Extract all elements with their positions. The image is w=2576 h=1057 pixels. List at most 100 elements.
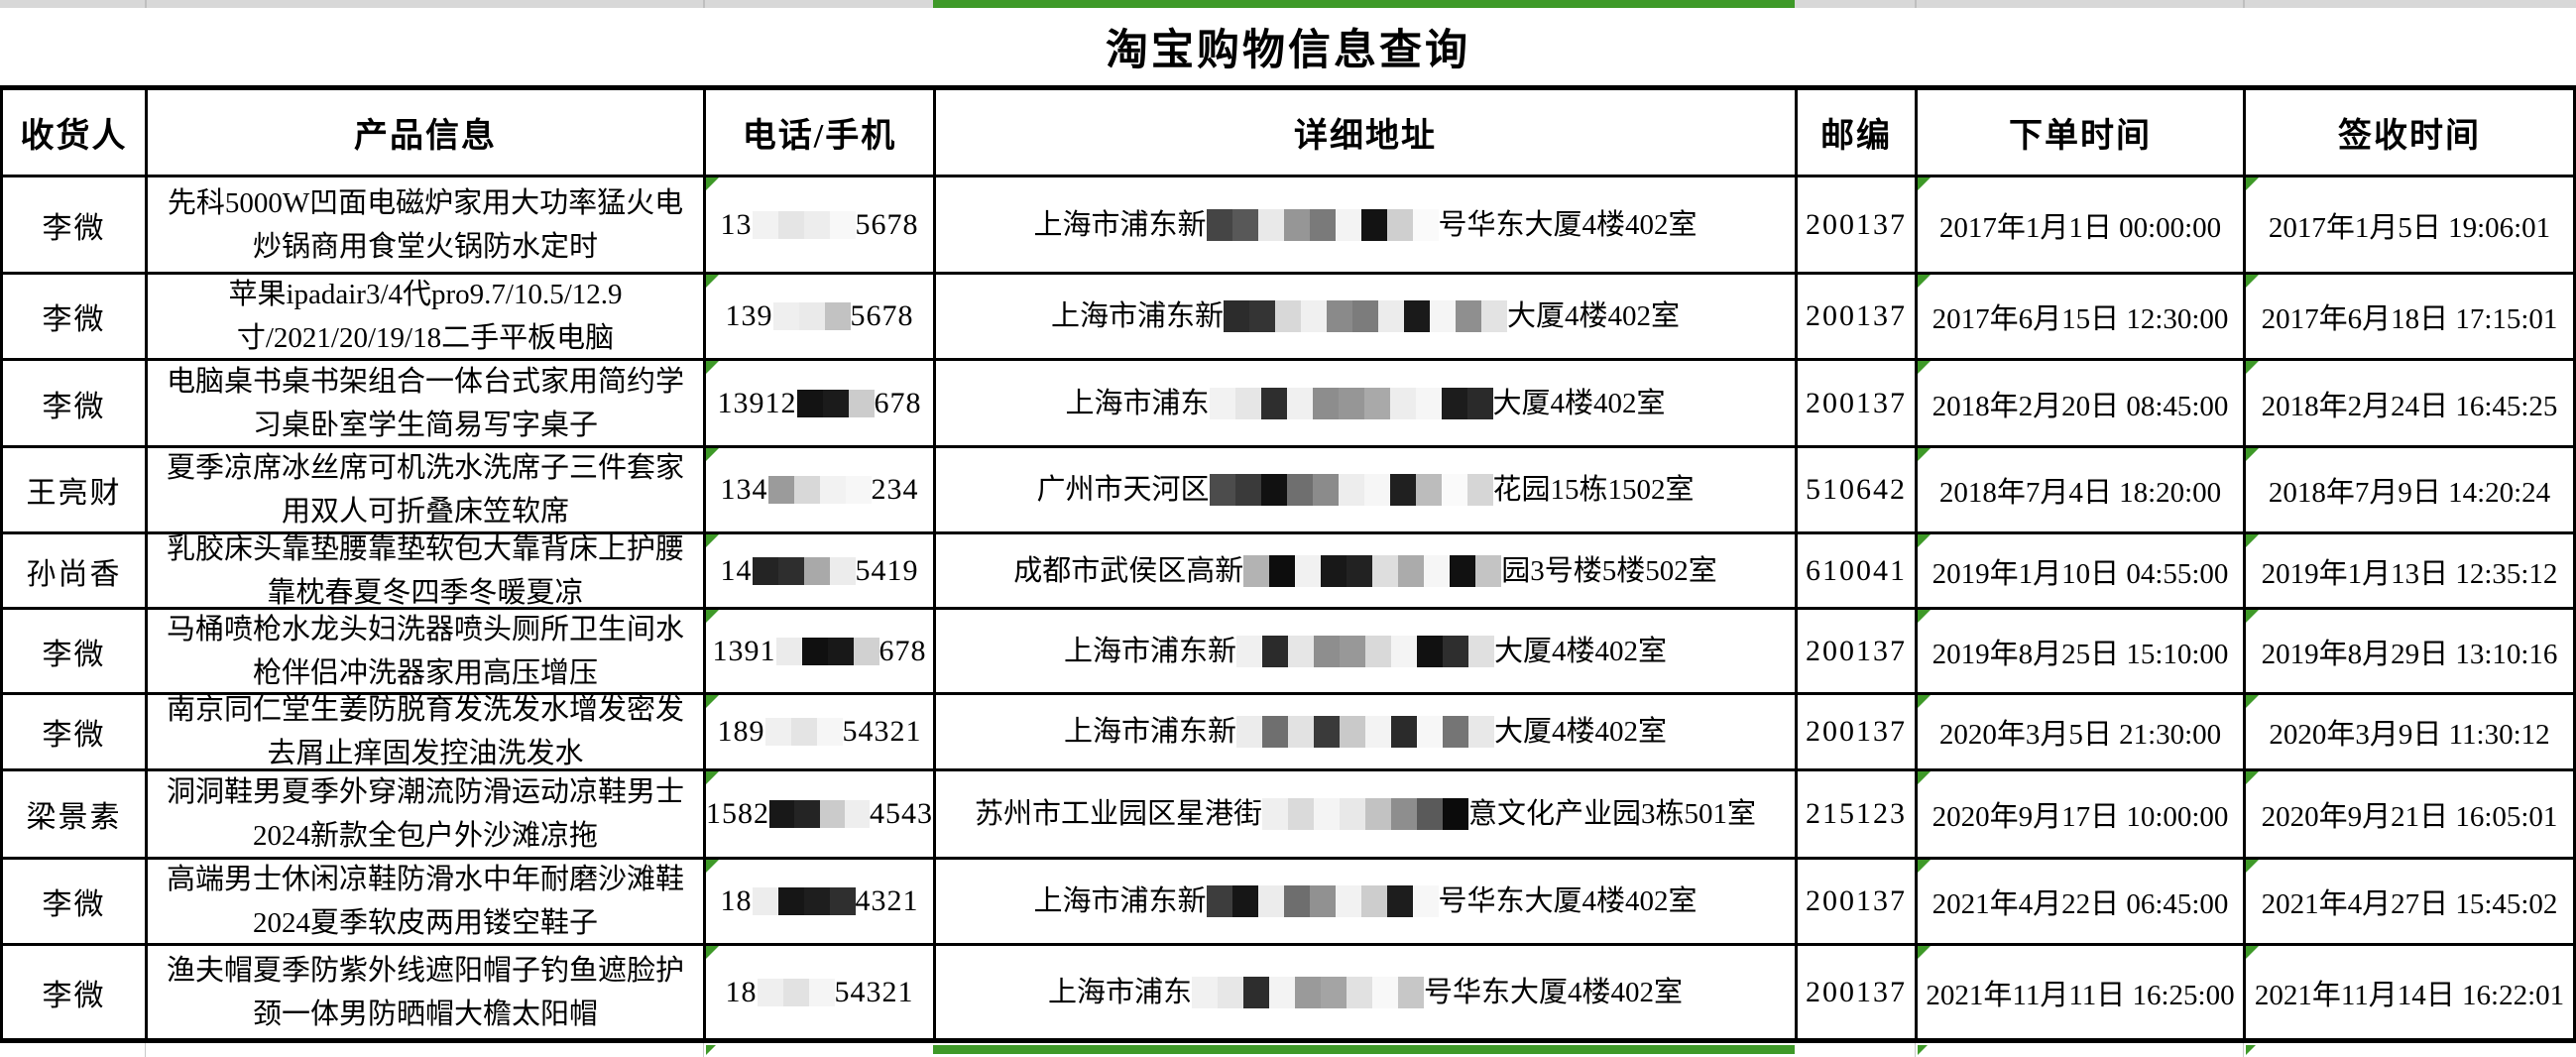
recipient-cell[interactable]: 李微 (3, 860, 148, 946)
recipient-cell[interactable]: 李微 (3, 695, 148, 771)
redaction-block (764, 718, 791, 746)
mosaic-block (1398, 554, 1425, 587)
postal-cell[interactable]: 200137 (1798, 610, 1918, 695)
column-header-postal[interactable]: 邮编 (1798, 90, 1918, 177)
order-time-cell[interactable]: 2019年1月10日 04:55:00 (1918, 534, 2246, 610)
order-time-cell[interactable]: 2018年2月20日 08:45:00 (1918, 361, 2246, 448)
phone-cell[interactable]: 18 4321 (706, 860, 936, 946)
address-cell[interactable]: 上海市浦东新 大厦4楼402室 (936, 695, 1798, 771)
mosaic-block (1338, 387, 1364, 419)
sign-time-cell[interactable]: 2018年2月24日 16:45:25 (2246, 361, 2573, 448)
recipient-cell[interactable]: 李微 (3, 361, 148, 448)
recipient-cell[interactable]: 李微 (3, 177, 148, 275)
sign-time-cell[interactable]: 2019年8月29日 13:10:16 (2246, 610, 2573, 695)
mosaic-block (1236, 635, 1262, 667)
product-cell[interactable]: 电脑桌书桌书架组合一体台式家用简约学习桌卧室学生简易写字桌子 (148, 361, 706, 448)
product-cell[interactable]: 先科5000W凹面电磁炉家用大功率猛火电炒锅商用食堂火锅防水定时 (148, 177, 706, 275)
mosaic-block (1347, 976, 1372, 1008)
postal-cell[interactable]: 200137 (1798, 177, 1918, 275)
address-cell[interactable]: 上海市浦东新 大厦4楼402室 (936, 275, 1798, 361)
sign-time-cell[interactable]: 2021年11月14日 16:22:01 (2246, 946, 2573, 1038)
mosaic-block (1340, 716, 1365, 748)
mosaic-block (1327, 300, 1352, 332)
phone-cell[interactable]: 139 5678 (706, 275, 936, 361)
sign-time-cell[interactable]: 2020年3月9日 11:30:12 (2246, 695, 2573, 771)
visible-text-segment: 5678 (850, 299, 914, 332)
postal-cell[interactable]: 200137 (1798, 695, 1918, 771)
mosaic-block (1468, 716, 1494, 748)
postal-cell[interactable]: 510642 (1798, 448, 1918, 534)
address-cell[interactable]: 上海市浦东 大厦4楼402室 (936, 361, 1798, 448)
mosaic-block (1415, 474, 1442, 506)
sign-time-cell[interactable]: 2017年1月5日 19:06:01 (2246, 177, 2573, 275)
mosaic-block (1430, 300, 1456, 332)
sign-time-cell[interactable]: 2018年7月9日 14:20:24 (2246, 448, 2573, 534)
product-cell[interactable]: 高端男士休闲凉鞋防滑水中年耐磨沙滩鞋2024夏季软皮两用镂空鞋子 (148, 860, 706, 946)
order-time-cell[interactable]: 2018年7月4日 18:20:00 (1918, 448, 2246, 534)
column-header-address[interactable]: 详细地址 (936, 90, 1798, 177)
sign-time-cell[interactable]: 2017年6月18日 17:15:01 (2246, 275, 2573, 361)
recipient-cell[interactable]: 李微 (3, 275, 148, 361)
column-header-product[interactable]: 产品信息 (148, 90, 706, 177)
redaction-block (757, 978, 783, 1006)
address-cell[interactable]: 上海市浦东 号华东大厦4楼402室 (936, 946, 1798, 1038)
column-header-order-time[interactable]: 下单时间 (1918, 90, 2246, 177)
address-cell[interactable]: 上海市浦东新 号华东大厦4楼402室 (936, 860, 1798, 946)
phone-cell[interactable]: 14 5419 (706, 534, 936, 610)
postal-cell[interactable]: 215123 (1798, 771, 1918, 860)
product-cell[interactable]: 夏季凉席冰丝席可机洗水洗席子三件套家用双人可折叠床笠软席 (148, 448, 706, 534)
address-cell[interactable]: 广州市天河区 花园15栋1502室 (936, 448, 1798, 534)
phone-cell[interactable]: 189 54321 (706, 695, 936, 771)
postal-cell[interactable]: 200137 (1798, 946, 1918, 1038)
product-cell[interactable]: 渔夫帽夏季防紫外线遮阳帽子钓鱼遮脸护颈一体男防晒帽大檐太阳帽 (148, 946, 706, 1038)
phone-cell[interactable]: 18 54321 (706, 946, 936, 1038)
order-time-cell[interactable]: 2017年6月15日 12:30:00 (1918, 275, 2246, 361)
recipient-cell[interactable]: 李微 (3, 946, 148, 1038)
address-cell[interactable]: 成都市武侯区高新 园3号楼5楼502室 (936, 534, 1798, 610)
mosaic-block (1466, 474, 1493, 506)
mosaic-block (1286, 387, 1313, 419)
recipient-cell[interactable]: 李微 (3, 610, 148, 695)
recipient-cell[interactable]: 孙尚香 (3, 534, 148, 610)
column-header-sign-time[interactable]: 签收时间 (2246, 90, 2573, 177)
recipient-cell[interactable]: 梁景素 (3, 771, 148, 860)
product-cell[interactable]: 乳胶床头靠垫腰靠垫软包大靠背床上护腰靠枕春夏冬四季冬暖夏凉 (148, 534, 706, 610)
order-time-cell[interactable]: 2020年9月17日 10:00:00 (1918, 771, 2246, 860)
address-cell[interactable]: 苏州市工业园区星港街 意文化产业园3栋501室 (936, 771, 1798, 860)
gridline-stub (2243, 1043, 2244, 1057)
mosaic-block (1295, 976, 1321, 1008)
sign-time-cell[interactable]: 2019年1月13日 12:35:12 (2246, 534, 2573, 610)
recipient-cell[interactable]: 王亮财 (3, 448, 148, 534)
sign-time-cell[interactable]: 2020年9月21日 16:05:01 (2246, 771, 2573, 860)
phone-cell[interactable]: 134 234 (706, 448, 936, 534)
postal-cell[interactable]: 200137 (1798, 860, 1918, 946)
phone-cell[interactable]: 13912 678 (706, 361, 936, 448)
product-cell[interactable]: 洞洞鞋男夏季外穿潮流防滑运动凉鞋男士2024新款全包户外沙滩凉拖 (148, 771, 706, 860)
postal-cell[interactable]: 200137 (1798, 275, 1918, 361)
phone-cell[interactable]: 13 5678 (706, 177, 936, 275)
visible-text-segment: 54321 (834, 975, 914, 1008)
mosaic-block (1389, 474, 1416, 506)
sign-time-cell[interactable]: 2021年4月27日 15:45:02 (2246, 860, 2573, 946)
visible-text-segment: 18 (725, 975, 758, 1008)
postal-cell[interactable]: 610041 (1798, 534, 1918, 610)
mosaic-block (1224, 300, 1249, 332)
order-time-cell[interactable]: 2017年1月1日 00:00:00 (1918, 177, 2246, 275)
product-cell[interactable]: 马桶喷枪水龙头妇洗器喷头厕所卫生间水枪伴侣冲洗器家用高压增压 (148, 610, 706, 695)
column-header-phone[interactable]: 电话/手机 (706, 90, 936, 177)
product-cell[interactable]: 南京同仁堂生姜防脱育发洗发水增发密发去屑止痒固发控油洗发水 (148, 695, 706, 771)
order-time-cell[interactable]: 2020年3月5日 21:30:00 (1918, 695, 2246, 771)
column-header-recipient[interactable]: 收货人 (3, 90, 148, 177)
address-cell[interactable]: 上海市浦东新 大厦4楼402室 (936, 610, 1798, 695)
phone-cell[interactable]: 1582 4543 (706, 771, 936, 860)
order-time-cell[interactable]: 2021年11月11日 16:25:00 (1918, 946, 2246, 1038)
order-time-cell[interactable]: 2019年8月25日 15:10:00 (1918, 610, 2246, 695)
visible-text-segment: 上海市浦东 (1065, 387, 1210, 419)
address-cell[interactable]: 上海市浦东新 号华东大厦4楼402室 (936, 177, 1798, 275)
mosaic-block (1338, 474, 1364, 506)
postal-cell[interactable]: 200137 (1798, 361, 1918, 448)
order-time-cell[interactable]: 2021年4月22日 06:45:00 (1918, 860, 2246, 946)
visible-text-segment: 大厦4楼402室 (1507, 300, 1681, 332)
product-cell[interactable]: 苹果ipadair3/4代pro9.7/10.5/12.9寸/2021/20/1… (148, 275, 706, 361)
phone-cell[interactable]: 1391 678 (706, 610, 936, 695)
